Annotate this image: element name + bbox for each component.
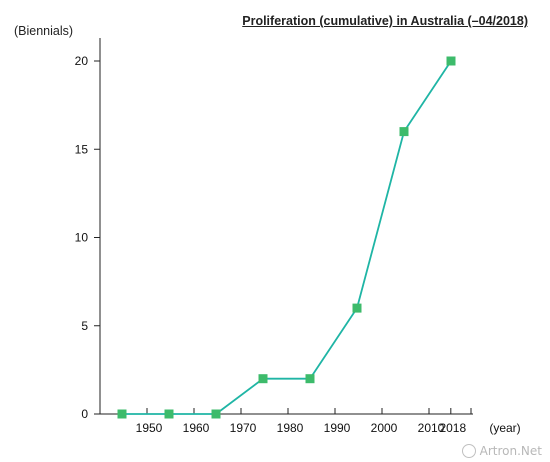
x-tick-label: 1970 bbox=[230, 421, 257, 435]
data-point bbox=[399, 127, 409, 137]
data-point bbox=[117, 409, 127, 419]
y-tick-label: 0 bbox=[81, 407, 88, 421]
x-tick-label: 2010 bbox=[418, 421, 445, 435]
y-tick-label: 10 bbox=[75, 231, 89, 245]
x-axis-label: (year) bbox=[489, 421, 520, 435]
y-tick-label: 15 bbox=[75, 142, 89, 156]
x-tick-label: 1980 bbox=[277, 421, 304, 435]
axes bbox=[99, 38, 473, 415]
x-tick-label: 2000 bbox=[371, 421, 398, 435]
data-point bbox=[258, 374, 268, 384]
series-line bbox=[122, 60, 452, 415]
y-axis-label: (Biennials) bbox=[14, 24, 74, 38]
data-point bbox=[305, 374, 315, 384]
chart-title: Proliferation (cumulative) in Australia … bbox=[242, 14, 528, 28]
y-tick-label: 20 bbox=[75, 54, 89, 68]
data-points bbox=[117, 56, 456, 419]
x-tick-label: 1990 bbox=[324, 421, 351, 435]
data-point bbox=[352, 303, 362, 313]
y-ticks: 0 5 10 15 20 bbox=[75, 54, 100, 421]
watermark-text: Artron.Net bbox=[479, 444, 542, 458]
artron-logo-icon bbox=[461, 444, 476, 458]
x-tick-label: 1960 bbox=[183, 421, 210, 435]
x-tick-label: 2018 bbox=[439, 421, 466, 435]
data-point bbox=[164, 409, 174, 419]
data-point bbox=[211, 409, 221, 419]
y-tick-label: 5 bbox=[81, 319, 88, 333]
data-point bbox=[446, 56, 456, 66]
x-tick-label: 1950 bbox=[136, 421, 163, 435]
watermark: Artron.Net bbox=[461, 444, 542, 458]
series-path bbox=[122, 60, 452, 415]
